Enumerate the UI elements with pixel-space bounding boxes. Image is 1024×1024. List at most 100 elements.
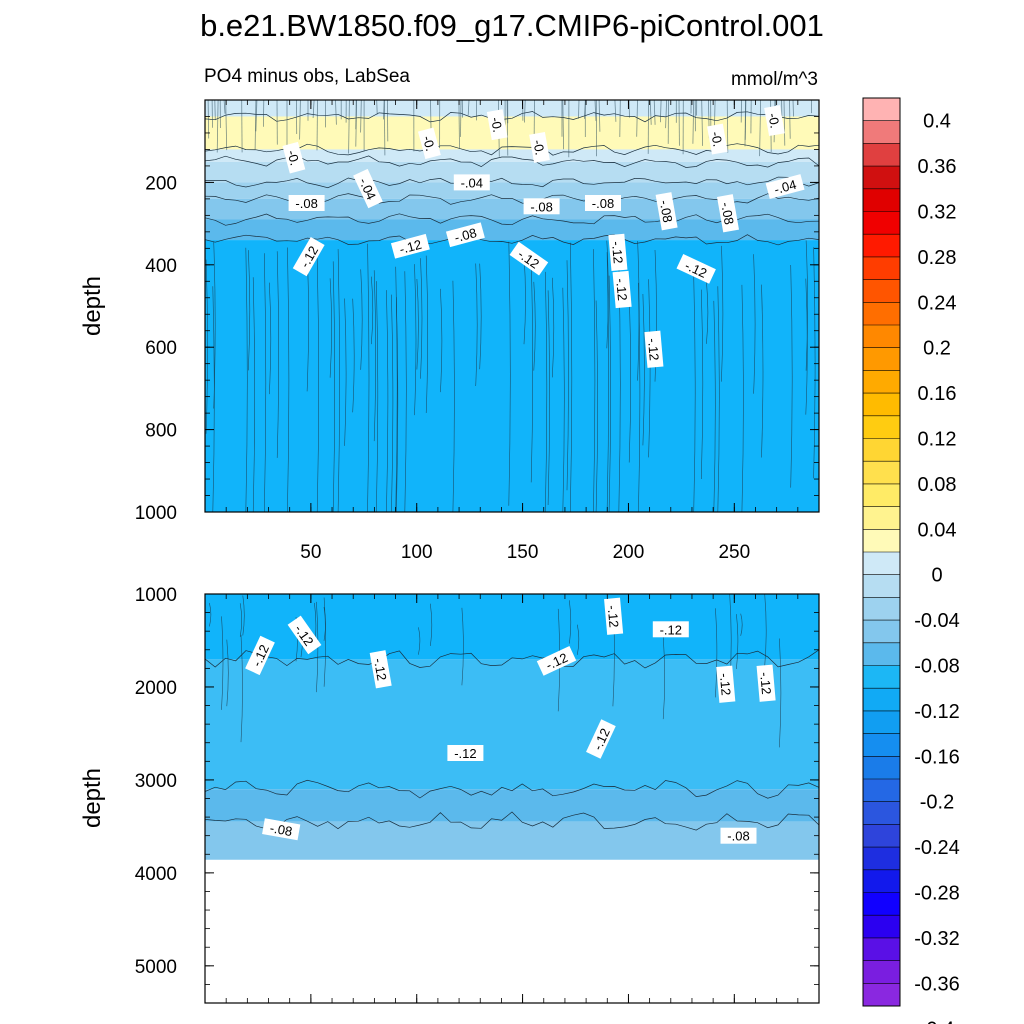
contour-label-box (262, 818, 301, 841)
contour-label: -.12 (652, 621, 689, 638)
colorbar-swatch (863, 279, 900, 303)
contour-streak (386, 290, 389, 512)
surface-streak (223, 100, 226, 114)
surface-streak (216, 100, 219, 153)
surface-streak (460, 100, 462, 137)
contour-label: -.08 (720, 827, 757, 844)
y-tick-label: 1000 (135, 585, 177, 606)
contour-streak (813, 247, 816, 479)
contour-label-text: -.12 (605, 605, 622, 629)
contour-label-text: -.08 (295, 196, 317, 211)
contour-streak (642, 293, 645, 446)
surface-streak (792, 100, 794, 117)
contour-label-box (453, 174, 490, 191)
contour-label: -.04 (765, 174, 805, 199)
colorbar-swatch (863, 642, 900, 666)
colorbar-swatch (863, 779, 900, 803)
colorbar-swatch (863, 302, 900, 326)
contour-line (205, 234, 819, 246)
contour-streak (373, 270, 376, 442)
colorbar: 0.4 0.36 0.32 0.28 0.24 0.2 0.16 0.12 0.08 0.04 0 -… (862, 97, 960, 1024)
surface-streak (316, 100, 318, 151)
colorbar-label: -0.16 (914, 746, 960, 768)
contour-label-box (353, 168, 383, 209)
contour-label-box (604, 597, 624, 635)
surface-streak (360, 100, 362, 133)
x-tick-label: 200 (613, 542, 645, 563)
colorbar-swatch (863, 393, 900, 417)
contour-streak (706, 281, 709, 344)
surface-streak (376, 100, 378, 115)
contour-line (205, 111, 819, 123)
upper-panel-frame (204, 99, 820, 513)
surface-streak (355, 100, 357, 147)
contour-streak (701, 289, 704, 480)
colorbar-label: 0.08 (918, 474, 957, 496)
colorbar-swatch (863, 98, 900, 122)
colorbar-swatch (863, 892, 900, 916)
contour-streak (360, 269, 363, 370)
colorbar-label: 0.16 (918, 383, 957, 405)
colorbar-label: -0.12 (914, 701, 960, 723)
depth-band (205, 659, 819, 790)
contour-label-text: -.08 (727, 829, 749, 844)
contour-label-box (707, 123, 728, 155)
contour-label-box (764, 105, 785, 137)
contour-label-box (287, 615, 322, 655)
contour-streak (693, 275, 696, 512)
contour-label-text: -.08 (718, 201, 737, 226)
contour-label: -.12 (369, 650, 392, 689)
contour-line (205, 155, 819, 168)
contour-label-text: -.12 (398, 237, 424, 257)
colorbar-swatch (863, 597, 900, 621)
contour-label-box (586, 719, 616, 759)
colorbar-label: 0.24 (918, 292, 957, 314)
contour-label: -0. (486, 109, 508, 141)
contour-streak (264, 253, 267, 512)
surface-streak (653, 100, 656, 125)
colorbar-swatch (863, 506, 900, 530)
colorbar-label: 0.12 (918, 429, 957, 451)
surface-streak (299, 100, 301, 140)
surface-streak (214, 100, 216, 121)
contour-streak (740, 613, 743, 636)
contour-label-text: -0. (488, 116, 505, 134)
colorbar-label: -0.24 (914, 837, 960, 859)
contour-line (205, 213, 819, 226)
y-tick-label: 400 (145, 256, 177, 277)
contour-label: -.12 (716, 665, 736, 703)
contour-label-text: -.12 (454, 746, 476, 761)
y-tick-label: 5000 (135, 957, 177, 978)
colorbar-label: 0.04 (918, 519, 957, 541)
contour-streak (316, 258, 319, 512)
contour-label: -.12 (756, 664, 776, 702)
contour-streak (648, 279, 651, 458)
contour-streak (593, 249, 596, 512)
contour-streak (606, 252, 609, 512)
contour-label-box (655, 192, 678, 231)
contour-streak (570, 242, 573, 512)
surface-streak (636, 100, 638, 137)
contour-label-box (756, 664, 776, 702)
contour-streak (779, 638, 782, 748)
contour-label-box (288, 195, 325, 211)
contour-streak (323, 597, 326, 687)
contour-label: -.12 (447, 745, 484, 761)
colorbar-label: 0 (931, 565, 942, 587)
contour-streak (662, 636, 665, 720)
colorbar-label: 0.36 (918, 156, 957, 178)
colorbar-swatch (863, 256, 900, 281)
contour-label-text: -.12 (613, 278, 630, 302)
contour-label-box (486, 109, 508, 141)
contour-streak (416, 278, 419, 370)
contour-streak (713, 300, 716, 512)
colorbar-swatch (863, 188, 900, 212)
y-tick-label: 2000 (135, 678, 177, 699)
colorbar-swatch (863, 710, 900, 735)
panel-units: mmol/m^3 (731, 69, 818, 90)
surface-streak (584, 100, 586, 119)
contour-streak (741, 284, 744, 512)
colorbar-swatch (863, 120, 900, 144)
contour-streak (721, 245, 724, 382)
